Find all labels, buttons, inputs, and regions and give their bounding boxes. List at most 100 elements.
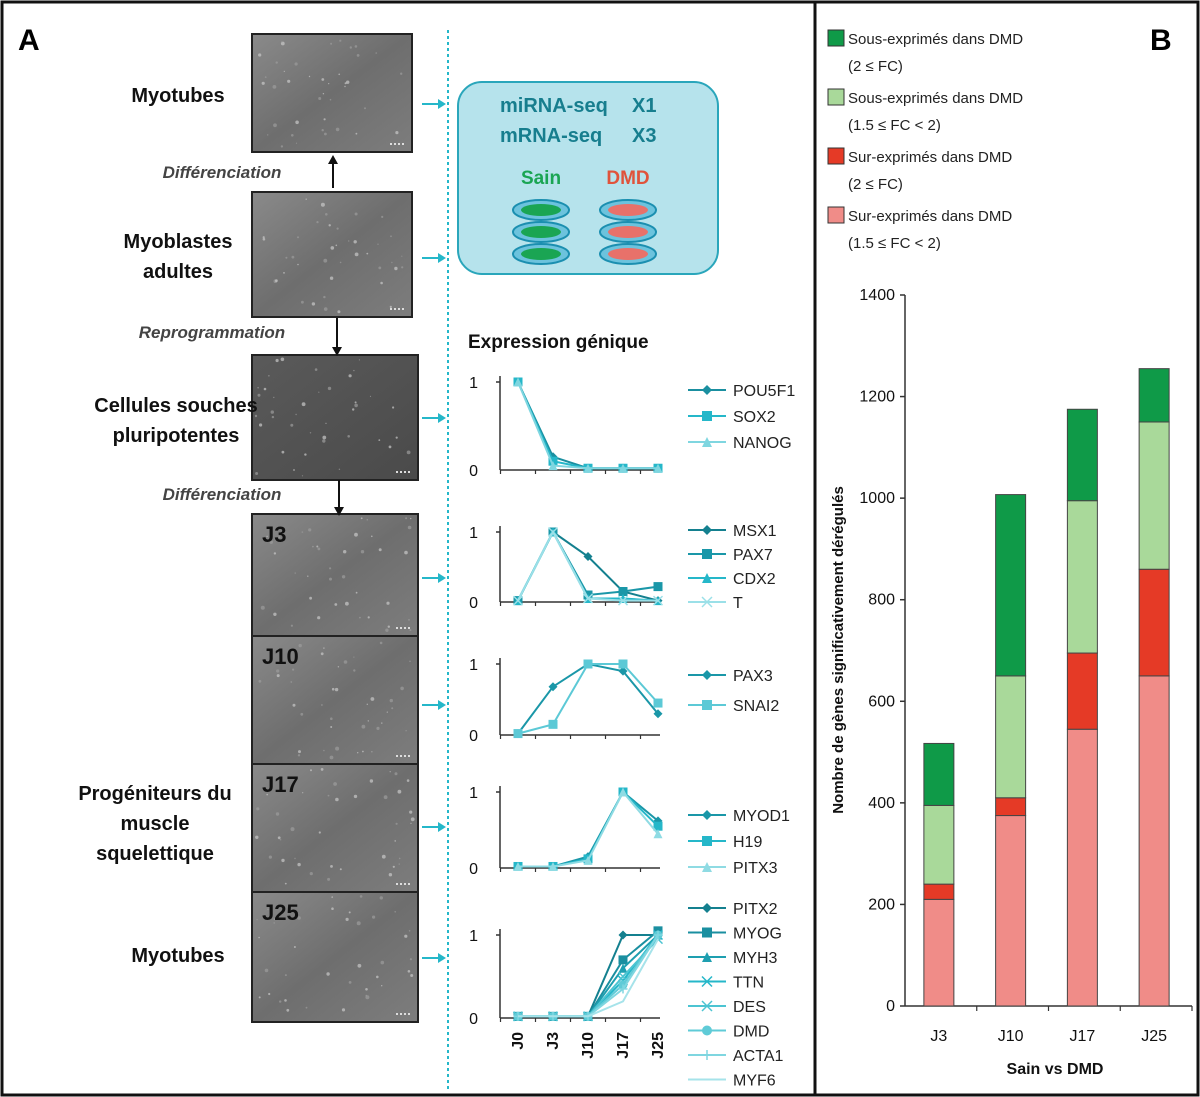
cell-speck [361,724,366,729]
day-tag: J25 [262,900,299,925]
cell-speck [331,896,334,898]
sequencing-box: miRNA-seq X1 mRNA-seq X3 Sain DMD [457,81,719,275]
y-tick-label: 0 [469,861,478,878]
square-marker [653,698,663,708]
cell-speck [321,78,325,81]
cell-speck [339,261,342,264]
micrograph [251,33,413,153]
cell-speck [391,707,394,710]
cell-speck [320,768,324,771]
series-pitx3 [513,787,663,871]
cell-speck [283,70,285,72]
cell-speck [290,624,293,627]
connector-head [438,953,446,963]
cell-speck [295,413,297,416]
cell-speck [256,807,260,811]
cell-speck [258,936,260,939]
stage-label: squelettique [96,843,214,865]
cell-speck [381,985,383,987]
connector-head [438,573,446,583]
legend-label: MYOG [733,926,782,943]
cell-speck [256,918,258,921]
cell-speck [379,641,383,645]
connector-arrow [422,99,446,109]
cell-speck [376,975,379,979]
legend-label: PITX2 [733,901,778,918]
legend-label: CDX2 [733,571,776,588]
legend-item: PAX7 [688,547,773,564]
cell-speck [325,422,327,424]
cell-speck [297,263,299,266]
legend-text: (2 ≤ FC) [848,58,903,75]
cell-speck [378,439,381,441]
culture-dishes [512,199,657,265]
cell-speck [260,605,265,610]
cell-speck [323,258,328,263]
cell-speck [305,1006,308,1009]
square-marker [618,659,628,669]
cell-speck [338,468,341,470]
transition-label: Différenciation [163,485,282,504]
cell-speck [295,142,298,144]
cell-speck [327,794,330,797]
cell-speck [353,656,355,658]
cell-speck [371,751,373,753]
micrograph-image [251,191,413,318]
cell-speck [264,76,267,78]
micrograph-column: J3 J10 J17 J25 [251,33,419,1023]
transition-label: Reprogrammation [139,323,285,342]
mirna-seq-mult: X1 [632,95,656,117]
cell-speck [398,863,400,865]
cell-speck [291,255,295,259]
cell-speck [279,839,282,841]
cell-speck [292,703,296,707]
transition-arrows: Différenciation Reprogrammation Différen… [139,155,344,516]
cell-speck [360,550,365,554]
cell-speck [301,475,304,477]
square-marker [513,729,523,739]
cell-speck [389,305,392,308]
cell-speck [410,817,415,822]
x-tick-label: J25 [650,1032,667,1059]
cell-speck [258,679,262,683]
legend-text: Sous-exprimés dans DMD [848,90,1023,107]
diamond-marker [653,709,663,719]
cell-speck [316,545,319,548]
cell-speck [381,854,386,859]
x-tick-label: J17 [615,1032,632,1059]
cell-speck [381,722,383,724]
cell-speck [395,131,399,135]
cell-speck [310,769,312,772]
cell-speck [280,145,284,148]
cell-speck [356,54,360,57]
legend-label: PAX3 [733,668,773,685]
legend-item: ACTA1 [688,1048,783,1065]
cell-speck [297,236,299,239]
cell-speck [410,974,414,977]
bar-segment [923,804,955,885]
legend-item: MYH3 [688,950,778,967]
cell-speck [358,359,360,361]
cell-speck [262,236,265,239]
diamond-marker [702,670,712,680]
diamond-marker [548,682,558,692]
cell-speck [348,981,352,984]
cell-speck [264,968,269,973]
cell-speck [329,577,332,581]
cell-speck [354,403,358,408]
square-marker [618,955,628,965]
cell-speck [290,827,295,832]
square-marker [583,659,593,669]
legend-item: NANOG [688,435,792,452]
legend-item: SOX2 [688,409,776,426]
y-tick-label: 600 [868,693,895,710]
cell-speck [318,97,322,100]
sain-dish [512,199,570,221]
bar-chart: 0 200 400 600 800 1000 1200 1400 J3 J10 J17 J25 Sain… [830,287,1193,1078]
cell-speck [318,831,321,834]
x-marker [512,595,524,606]
cell-speck [301,531,304,533]
cell-speck [389,698,393,703]
